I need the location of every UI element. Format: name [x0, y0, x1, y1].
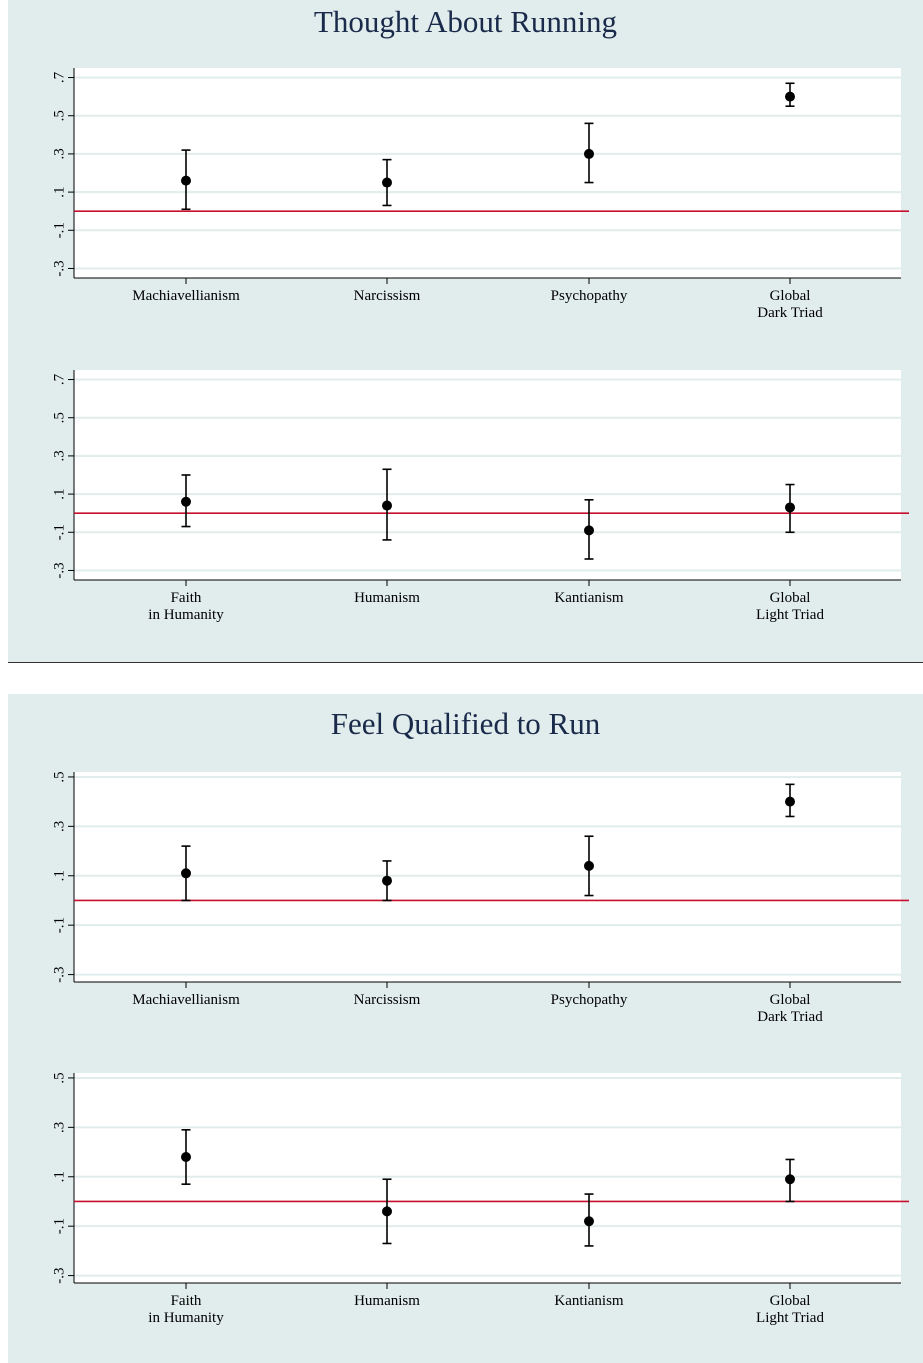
light-triad-chart: -.3 -.1 .1 .3 .5 .7 Faith in Humanity Humanism Ka…	[51, 370, 909, 623]
point-estimate	[785, 796, 795, 807]
plot-area	[74, 68, 901, 278]
x-tick-label-line: in Humanity	[148, 1310, 224, 1326]
point-estimate	[382, 1206, 392, 1217]
y-tick-label: -.1	[51, 222, 67, 238]
x-tick-label-line: Global	[770, 992, 811, 1008]
x-tick-label-line: Psychopathy	[551, 288, 628, 304]
y-tick-label: .5	[51, 1072, 67, 1083]
point-estimate	[584, 525, 594, 536]
x-tick-label: Global Light Triad	[756, 1293, 824, 1326]
y-tick-label: .1	[51, 186, 67, 197]
x-tick-label-line: Dark Triad	[757, 305, 823, 321]
x-tick-label-line: Kantianism	[554, 1293, 623, 1309]
x-tick-label: Global Light Triad	[756, 590, 824, 623]
x-tick-label-line: Machiavellianism	[132, 992, 240, 1008]
x-tick-label-line: Global	[770, 1293, 811, 1309]
y-tick-label: .3	[51, 450, 67, 461]
x-tick-label-line: in Humanity	[148, 607, 224, 623]
x-tick-label-line: Light Triad	[756, 607, 824, 623]
point-estimate	[181, 1152, 191, 1162]
x-tick-label-line: Faith	[171, 1293, 202, 1309]
x-tick-label: Narcissism	[354, 992, 421, 1008]
point-estimate	[382, 875, 392, 886]
x-tick-label-line: Humanism	[354, 1293, 420, 1309]
y-tick-label: -.1	[51, 917, 67, 933]
dark-triad-chart: -.3 -.1 .1 .3 .5 .7 Machiavellianism Narcissism…	[51, 68, 909, 321]
x-tick-label: Narcissism	[354, 288, 421, 304]
x-tick-label: Psychopathy	[551, 288, 628, 304]
x-tick-label: Machiavellianism	[132, 288, 240, 304]
x-tick-label: Global Dark Triad	[757, 992, 823, 1025]
x-tick-label-line: Humanism	[354, 590, 420, 606]
y-tick-label: -.3	[51, 1267, 67, 1283]
y-tick-label: .3	[51, 1122, 67, 1133]
x-tick-label-line: Narcissism	[354, 992, 421, 1008]
point-estimate	[584, 860, 594, 871]
x-tick-label-line: Light Triad	[756, 1310, 824, 1326]
x-tick-label: Faith in Humanity	[148, 1293, 224, 1326]
x-tick-label: Machiavellianism	[132, 992, 240, 1008]
x-tick-label: Humanism	[354, 1293, 420, 1309]
x-tick-label: Global Dark Triad	[757, 288, 823, 321]
light-triad-chart: -.3 -.1 .1 .3 .5 Faith in Humanity Humanism Kant…	[51, 1072, 909, 1326]
thought-about-running-panel: Thought About Running -.3 -.1 .1 .3 .5 .7 Mach…	[8, 0, 923, 662]
y-tick-label: .5	[51, 412, 67, 423]
x-tick-label: Kantianism	[554, 590, 623, 606]
x-tick-label-line: Kantianism	[554, 590, 623, 606]
y-tick-label: .5	[51, 771, 67, 782]
y-tick-label: -.1	[51, 1218, 67, 1234]
point-estimate	[584, 148, 594, 159]
point-estimate	[382, 500, 392, 511]
x-tick-label-line: Global	[770, 590, 811, 606]
plot-area	[74, 370, 901, 580]
y-tick-label: .3	[51, 148, 67, 159]
figure-title: Feel Qualified to Run	[330, 706, 601, 741]
point-estimate	[584, 1216, 594, 1227]
point-estimate	[785, 502, 795, 513]
y-tick-label: -.3	[51, 562, 67, 578]
point-estimate	[181, 496, 191, 507]
y-tick-label: -.3	[51, 966, 67, 982]
y-tick-label: .7	[51, 71, 67, 83]
y-tick-label: .1	[51, 1171, 67, 1182]
point-estimate	[181, 175, 191, 186]
x-tick-label-line: Psychopathy	[551, 992, 628, 1008]
y-tick-label: -.3	[51, 260, 67, 276]
y-tick-label: .5	[51, 110, 67, 121]
x-tick-label-line: Machiavellianism	[132, 288, 240, 304]
plot-area	[74, 1073, 901, 1283]
x-tick-label: Kantianism	[554, 1293, 623, 1309]
x-tick-label: Psychopathy	[551, 992, 628, 1008]
x-tick-label: Faith in Humanity	[148, 590, 224, 623]
feel-qualified-to-run-panel: Feel Qualified to Run -.3 -.1 .1 .3 .5 Machia…	[8, 694, 923, 1363]
plot-area	[74, 772, 901, 982]
point-estimate	[181, 868, 191, 879]
y-tick-label: .1	[51, 488, 67, 499]
x-tick-label-line: Dark Triad	[757, 1009, 823, 1025]
x-tick-label-line: Narcissism	[354, 288, 421, 304]
dark-triad-chart: -.3 -.1 .1 .3 .5 Machiavellianism Narcissism Ps…	[51, 771, 909, 1025]
figure-divider	[8, 662, 923, 663]
y-tick-label: -.1	[51, 524, 67, 540]
y-tick-label: .1	[51, 870, 67, 881]
y-tick-label: .3	[51, 821, 67, 832]
point-estimate	[785, 91, 795, 102]
figure-title: Thought About Running	[313, 4, 618, 39]
point-estimate	[382, 177, 392, 188]
x-tick-label-line: Faith	[171, 590, 202, 606]
y-tick-label: .7	[51, 373, 67, 385]
x-tick-label: Humanism	[354, 590, 420, 606]
point-estimate	[785, 1174, 795, 1185]
x-tick-label-line: Global	[770, 288, 811, 304]
